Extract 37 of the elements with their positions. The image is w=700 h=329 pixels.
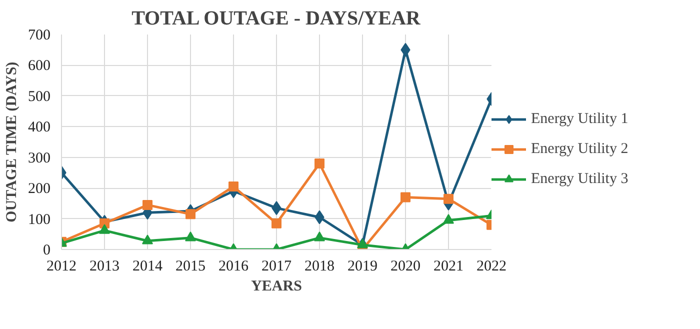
x-tick-label: 2012 <box>46 258 76 274</box>
y-tick-label: 700 <box>28 28 50 44</box>
x-tick-label: 2016 <box>218 258 249 274</box>
chart-title: TOTAL OUTAGE - DAYS/YEAR <box>132 8 421 30</box>
x-tick-label: 2020 <box>390 258 420 274</box>
point <box>314 158 324 168</box>
legend-label: Energy Utility 2 <box>531 140 628 158</box>
legend-label: Energy Utility 3 <box>531 170 628 188</box>
y-tick-label: 400 <box>28 120 50 136</box>
point <box>186 209 196 220</box>
point <box>142 200 152 210</box>
x-tick-label: 2022 <box>476 258 506 274</box>
point <box>444 194 454 204</box>
y-tick-label: 600 <box>28 58 50 74</box>
y-tick-label: 0 <box>43 242 50 258</box>
x-tick-label: 2019 <box>348 258 378 274</box>
point <box>400 192 410 202</box>
y-tick-label: 500 <box>28 88 50 105</box>
x-tick-label: 2013 <box>90 258 120 274</box>
y-tick-label: 200 <box>28 181 50 198</box>
x-tick-label: 2017 <box>262 258 292 274</box>
point <box>314 232 325 242</box>
legend-label: Energy Utility 1 <box>531 110 628 128</box>
point <box>272 218 282 228</box>
point <box>185 232 196 242</box>
x-tick-label: 2015 <box>176 258 206 274</box>
point <box>443 214 454 224</box>
point <box>142 234 153 244</box>
x-axis-title: YEARS <box>251 278 302 294</box>
x-tick-label: 2021 <box>434 258 464 274</box>
y-tick-label: 300 <box>28 150 50 166</box>
point <box>228 182 238 192</box>
y-axis-title: OUTAGE TIME (DAYS) <box>4 62 20 222</box>
x-tick-label: 2018 <box>304 258 334 274</box>
point <box>99 224 110 234</box>
x-tick-label: 2014 <box>132 258 163 274</box>
y-tick-label: 100 <box>28 212 50 228</box>
